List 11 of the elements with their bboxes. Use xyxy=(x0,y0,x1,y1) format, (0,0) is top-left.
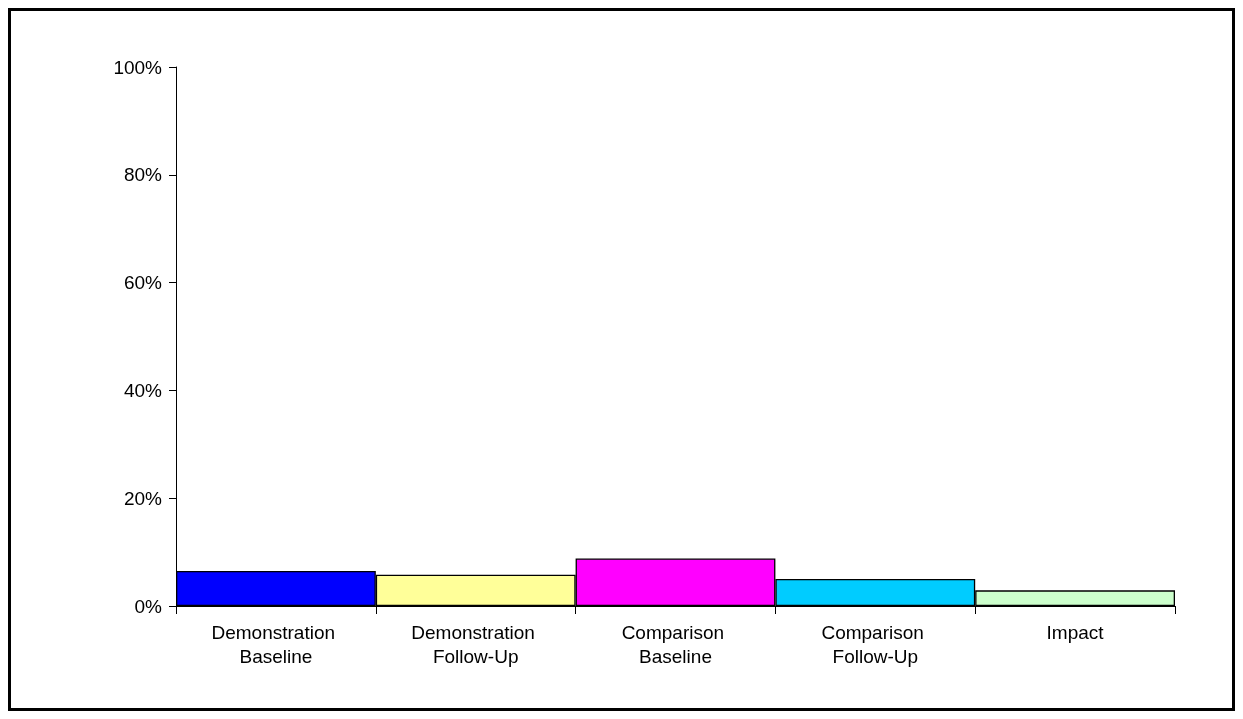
y-tick-label: 80% xyxy=(123,164,163,186)
x-tick-label: Comparison Follow-Up xyxy=(821,621,930,667)
y-tick-label: 100% xyxy=(113,56,163,78)
y-tick-label: 0% xyxy=(134,595,163,617)
y-tick-label: 40% xyxy=(123,379,163,401)
y-tick-label: 20% xyxy=(123,487,163,509)
x-tick-label: Impact xyxy=(1046,621,1105,643)
y-tick-label: 60% xyxy=(123,272,163,294)
x-tick-label: Demonstration Baseline xyxy=(211,621,341,667)
x-tick-label: Demonstration Follow-Up xyxy=(411,621,541,667)
x-tick-label: Comparison Baseline xyxy=(621,621,730,667)
